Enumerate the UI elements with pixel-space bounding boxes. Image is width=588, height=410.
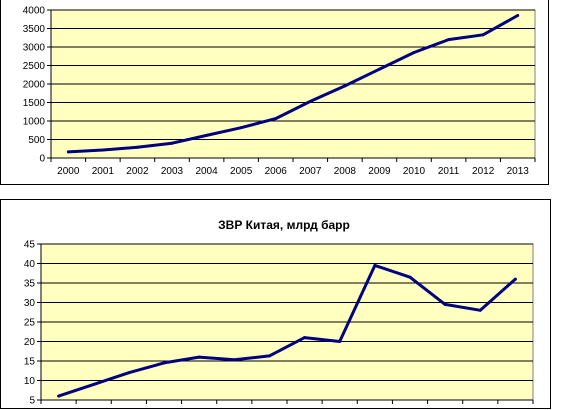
- chart-2-series-line: [58, 263, 517, 398]
- chart-1-svg: 0 500 1000 1500 2000 2500 3000 3500 4000 2000 2001…: [23, 6, 536, 177]
- chart-1-y-tick-label: 3500: [23, 24, 46, 35]
- chart-2-data-point: [232, 358, 236, 362]
- chart-2-data-point: [373, 263, 377, 267]
- chart-1-data-point: [343, 84, 347, 88]
- chart-1-x-tick-label: 2005: [230, 166, 253, 177]
- chart-1-series-line: [68, 14, 519, 154]
- chart-2-data-point: [127, 371, 131, 375]
- chart-2-y-tick-label: 40: [24, 259, 36, 270]
- chart-1-panel: 0 500 1000 1500 2000 2500 3000 3500 4000 2000 2001…: [0, 0, 549, 185]
- chart-2-data-point: [57, 394, 61, 398]
- chart-1-x-tick-label: 2004: [195, 166, 218, 177]
- chart-2-data-point: [162, 361, 166, 365]
- chart-1-y-tick-label: 2000: [23, 80, 46, 91]
- chart-2-data-point: [267, 354, 271, 358]
- chart-2-y-tick-label: 35: [24, 279, 36, 290]
- chart-2-panel: ЗВР Китая, млрд барр 5 10 15 20 25 30 35 40 45: [0, 199, 551, 409]
- chart-2-data-point: [478, 308, 482, 312]
- chart-2-data-point: [92, 382, 96, 386]
- chart-1-data-point: [377, 67, 381, 71]
- chart-1-data-point: [447, 38, 451, 42]
- chart-2-y-tick-label: 5: [29, 396, 35, 407]
- chart-2-data-point: [303, 336, 307, 340]
- chart-1-x-tick-label: 2011: [438, 166, 460, 177]
- chart-1-y-tick-label: 0: [39, 154, 45, 165]
- chart-1-x-tick-label: 2001: [92, 166, 115, 177]
- chart-1-data-point: [516, 14, 520, 18]
- chart-1-x-tick-label: 2002: [126, 166, 149, 177]
- chart-2-data-point: [197, 355, 201, 359]
- chart-2-title: ЗВР Китая, млрд барр: [218, 218, 350, 232]
- chart-2-data-point: [338, 340, 342, 343]
- chart-1-x-tick-label: 2000: [57, 166, 80, 177]
- chart-1-data-point: [101, 148, 105, 152]
- chart-1-data-point: [205, 133, 209, 137]
- chart-2-y-tick-label: 10: [24, 376, 36, 387]
- chart-1-x-tick-label: 2008: [334, 166, 357, 177]
- chart-2-data-point: [513, 277, 517, 281]
- chart-1-x-tick-label: 2013: [507, 166, 530, 177]
- chart-1-y-tick-label: 500: [28, 135, 45, 146]
- chart-2-y-tick-label: 20: [24, 337, 36, 348]
- chart-1-x-tick-label: 2007: [299, 166, 322, 177]
- chart-1-y-tick-label: 1500: [23, 98, 46, 109]
- chart-1-x-tick-label: 2006: [265, 166, 288, 177]
- chart-1-y-tick-label: 1000: [23, 117, 46, 128]
- chart-1-y-tick-label: 3000: [23, 43, 46, 54]
- chart-1-data-point: [412, 51, 416, 55]
- chart-1-x-tick-label: 2012: [472, 166, 495, 177]
- chart-1-data-point: [170, 141, 174, 145]
- chart-2-data-point: [443, 302, 447, 306]
- chart-1-data-point: [308, 99, 312, 103]
- chart-2-y-tick-label: 30: [24, 298, 36, 309]
- chart-2-y-tick-label: 15: [24, 357, 36, 368]
- chart-1-x-tick-label: 2010: [403, 166, 426, 177]
- chart-1-data-point: [274, 117, 278, 121]
- chart-1-data-point: [239, 126, 243, 130]
- chart-1-y-tick-label: 2500: [23, 61, 46, 72]
- chart-1-x-tick-label: 2003: [161, 166, 184, 177]
- chart-2-data-point: [408, 275, 412, 279]
- chart-1-y-tick-label: 4000: [23, 6, 46, 17]
- chart-1-data-point: [481, 33, 485, 37]
- chart-2-svg: ЗВР Китая, млрд барр 5 10 15 20 25 30 35 40 45: [24, 218, 534, 407]
- chart-1-data-point: [66, 150, 70, 154]
- chart-1-x-tick-label: 2009: [368, 166, 391, 177]
- chart-2-y-tick-label: 45: [24, 240, 36, 251]
- chart-2-y-tick-label: 25: [24, 318, 36, 329]
- chart-1-data-point: [135, 145, 139, 149]
